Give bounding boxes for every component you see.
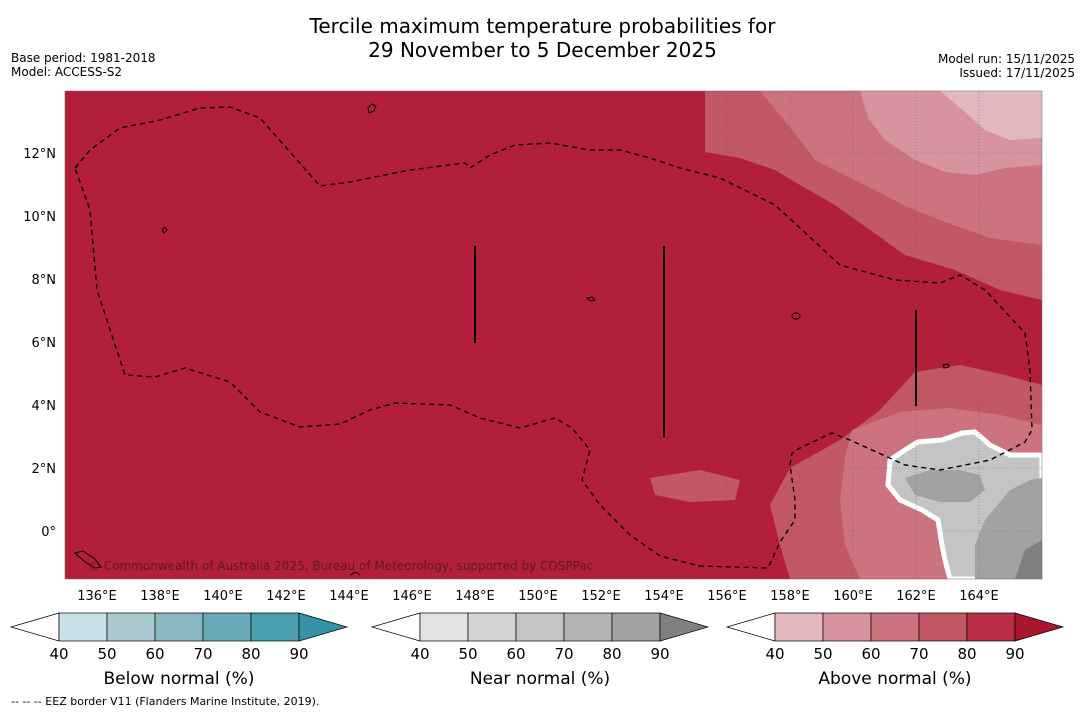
- colorbar-tick-label: 90: [1005, 645, 1024, 663]
- base-period-text: Base period: 1981-2018: [11, 51, 156, 65]
- colorbar-tick-label: 60: [861, 645, 880, 663]
- coastlines: [73, 103, 950, 576]
- colorbar-min-extension: [725, 612, 776, 642]
- colorbar-segment: [822, 612, 872, 642]
- colorbar-segment: [563, 612, 613, 642]
- colorbar-segment: [611, 612, 661, 642]
- probability-shading: [650, 91, 1042, 579]
- eez-border-fsm: [74, 106, 1033, 569]
- colorbar-title: Near normal (%): [470, 669, 610, 689]
- colorbar-segment: [467, 612, 517, 642]
- lon-tick-label: 142°E: [266, 589, 306, 604]
- colorbar-max-extension: [659, 612, 710, 642]
- colorbar-tick-label: 90: [289, 645, 308, 663]
- colorbar-near-normal: 40 50 60 70 80 90 Near normal (%): [370, 612, 710, 689]
- lon-tick-label: 138°E: [140, 589, 180, 604]
- colorbar-segment: [774, 612, 824, 642]
- colorbar-tick-label: 80: [241, 645, 260, 663]
- colorbar-tick-label: 90: [650, 645, 669, 663]
- island-3: [585, 296, 596, 302]
- colorbar-segment: [918, 612, 968, 642]
- colorbar-tick-label: 80: [602, 645, 621, 663]
- lon-tick-label: 158°E: [770, 589, 810, 604]
- y-axis-ticks: 12°N 10°N 8°N 6°N 4°N 2°N 0°: [23, 147, 56, 540]
- colorbar-segment: [106, 612, 156, 642]
- model-text: Model: ACCESS-S2: [11, 65, 123, 79]
- info-right: Model run: 15/11/2025 Issued: 17/11/2025: [938, 52, 1075, 80]
- lat-tick-label: 0°: [41, 525, 56, 540]
- island-4: [791, 312, 801, 320]
- issued-text: Issued: 17/11/2025: [959, 66, 1075, 80]
- colorbar-tick-label: 40: [49, 645, 68, 663]
- colorbar-tick-label: 40: [410, 645, 429, 663]
- lat-tick-label: 10°N: [23, 210, 56, 225]
- lat-tick-label: 8°N: [32, 273, 57, 288]
- colorbar-tick-label: 60: [145, 645, 164, 663]
- island-6: [73, 550, 102, 569]
- island-5: [942, 363, 950, 369]
- colorbar-max-extension: [1014, 612, 1065, 642]
- colorbar-min-extension: [370, 612, 421, 642]
- colorbar-tick-label: 70: [554, 645, 573, 663]
- lon-tick-label: 162°E: [896, 589, 936, 604]
- colorbar-tick-label: 50: [813, 645, 832, 663]
- colorbar-tick-label: 70: [909, 645, 928, 663]
- lon-tick-label: 156°E: [707, 589, 747, 604]
- colorbar-segment: [966, 612, 1016, 642]
- colorbar-segment: [250, 612, 300, 642]
- colorbar-tick-label: 40: [765, 645, 784, 663]
- shade-above-40-northeast: [940, 91, 1042, 140]
- lon-tick-label: 154°E: [644, 589, 684, 604]
- island-7: [349, 571, 361, 576]
- lon-tick-label: 136°E: [77, 589, 117, 604]
- lat-tick-label: 12°N: [23, 147, 56, 162]
- lon-tick-label: 148°E: [455, 589, 495, 604]
- colorbar-segment: [515, 612, 565, 642]
- lon-tick-label: 146°E: [392, 589, 432, 604]
- map-title-line1: Tercile maximum temperature probabilitie…: [309, 14, 776, 38]
- colorbar-segment: [58, 612, 108, 642]
- map-panel: © Commonwealth of Australia 2025, Bureau…: [64, 90, 1043, 580]
- colorbar-tick-label: 60: [506, 645, 525, 663]
- reference-lines: [474, 246, 917, 437]
- shade-near-normal-90: [1015, 540, 1042, 579]
- map-frame: [64, 90, 1043, 580]
- lon-tick-label: 144°E: [329, 589, 369, 604]
- lon-tick-label: 164°E: [959, 589, 999, 604]
- map-title-line2: 29 November to 5 December 2025: [368, 38, 717, 62]
- lon-tick-label: 160°E: [833, 589, 873, 604]
- colorbar-max-extension: [298, 612, 349, 642]
- lat-tick-label: 6°N: [32, 336, 57, 351]
- colorbar-legends: 40 50 60 70 80 90 Below normal (%) 40 50 60 70 80 90…: [9, 612, 1065, 689]
- colorbar-tick-label: 80: [957, 645, 976, 663]
- colorbar-segment: [202, 612, 252, 642]
- lon-tick-label: 150°E: [518, 589, 558, 604]
- colorbar-segment: [870, 612, 920, 642]
- colorbar-tick-label: 70: [193, 645, 212, 663]
- eez-border: [74, 106, 1033, 569]
- lon-tick-label: 152°E: [581, 589, 621, 604]
- island-2: [161, 226, 168, 234]
- eez-footnote: -- -- -- EEZ border V11 (Flanders Marine…: [11, 695, 320, 708]
- colorbar-segment: [154, 612, 204, 642]
- colorbar-tick-label: 50: [458, 645, 477, 663]
- colorbar-tick-label: 50: [97, 645, 116, 663]
- colorbar-segment: [419, 612, 469, 642]
- lon-tick-label: 140°E: [203, 589, 243, 604]
- colorbar-min-extension: [9, 612, 60, 642]
- lat-tick-label: 4°N: [32, 399, 57, 414]
- lat-tick-label: 2°N: [32, 462, 57, 477]
- copyright-notice: © Commonwealth of Australia 2025, Bureau…: [88, 559, 593, 573]
- x-axis-ticks: 136°E 138°E 140°E 142°E 144°E 146°E 148°…: [77, 589, 999, 604]
- colorbar-below-normal: 40 50 60 70 80 90 Below normal (%): [9, 612, 349, 689]
- island-1: [367, 103, 377, 114]
- colorbar-above-normal: 40 50 60 70 80 90 Above normal (%): [725, 612, 1065, 689]
- colorbar-title: Below normal (%): [104, 669, 255, 689]
- info-left: Base period: 1981-2018 Model: ACCESS-S2: [11, 51, 156, 79]
- model-run-text: Model run: 15/11/2025: [937, 52, 1075, 66]
- shade-near-normal-80: [905, 470, 985, 502]
- shade-above-70-patch: [650, 470, 740, 502]
- colorbar-title: Above normal (%): [818, 669, 971, 689]
